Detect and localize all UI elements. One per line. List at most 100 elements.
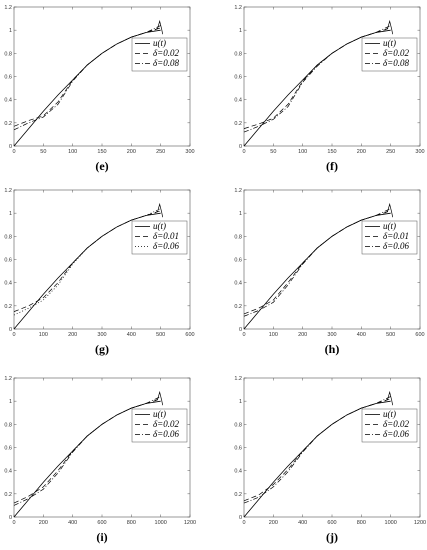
y-tick-label: 0.6 bbox=[234, 258, 242, 264]
x-tick-label: 800 bbox=[127, 520, 136, 526]
y-tick-label: 0 bbox=[9, 327, 12, 333]
endpoint-spike bbox=[384, 390, 394, 406]
chart-panel-1: 0 50 100 150 200 250 30000.20.40.60.811.2u(t)δ… bbox=[234, 5, 424, 173]
y-tick-label: 0 bbox=[239, 515, 242, 521]
y-tick-label: 1.2 bbox=[234, 5, 242, 11]
y-tick-label: 0 bbox=[239, 327, 242, 333]
x-tick-label: 600 bbox=[185, 332, 194, 338]
y-tick-label: 0.4 bbox=[4, 469, 12, 475]
y-tick-label: 1.2 bbox=[4, 188, 12, 194]
x-tick-label: 1000 bbox=[385, 520, 397, 526]
y-tick-label: 0.2 bbox=[234, 492, 242, 498]
legend: u(t)δ=0.02δ=0.08 bbox=[361, 37, 418, 72]
legend-entry-0: u(t) bbox=[383, 221, 396, 231]
y-tick-label: 1 bbox=[9, 211, 12, 217]
legend-entry-1: δ=0.01 bbox=[383, 231, 409, 241]
y-tick-label: 0.8 bbox=[4, 422, 12, 428]
series-line-2 bbox=[243, 208, 391, 317]
panel-label: (i) bbox=[96, 530, 107, 544]
x-tick-label: 250 bbox=[386, 149, 395, 155]
x-tick-label: 50 bbox=[270, 149, 276, 155]
series-line-2 bbox=[13, 25, 161, 131]
chart-panel-4: 0 200 400 600 800 1000 1200 0 0.2 0.4 0.6 0.8 1 1.2 u(… bbox=[4, 376, 196, 544]
legend-entry-2: δ=0.08 bbox=[383, 58, 410, 68]
x-tick-label: 500 bbox=[156, 332, 165, 338]
legend-box bbox=[131, 220, 188, 255]
legend: u(t)δ=0.01δ=0.06 bbox=[361, 220, 418, 255]
endpoint-spike bbox=[154, 390, 164, 406]
legend-entry-0: u(t) bbox=[153, 221, 166, 231]
x-tick-label: 300 bbox=[97, 332, 106, 338]
x-tick-label: 200 bbox=[269, 520, 278, 526]
x-tick-label: 0 bbox=[12, 520, 15, 526]
legend: u(t)δ=0.02δ=0.08 bbox=[131, 37, 188, 72]
plot-area bbox=[243, 377, 421, 518]
legend-entry-0: u(t) bbox=[383, 38, 396, 48]
series-line-2 bbox=[13, 396, 161, 506]
x-tick-label: 400 bbox=[68, 520, 77, 526]
y-tick-label: 0.4 bbox=[234, 98, 242, 104]
y-tick-label: 0.8 bbox=[234, 422, 242, 428]
legend-entry-2: δ=0.06 bbox=[153, 241, 180, 251]
y-tick-label: 0 bbox=[239, 144, 242, 150]
legend-entry-1: δ=0.02 bbox=[153, 48, 180, 58]
y-tick-label: 0.2 bbox=[234, 304, 242, 310]
x-tick-label: 300 bbox=[415, 149, 424, 155]
x-tick-label: 100 bbox=[298, 149, 307, 155]
legend-entry-1: δ=0.02 bbox=[383, 419, 410, 429]
x-tick-label: 100 bbox=[269, 332, 278, 338]
panel-label: (j) bbox=[326, 530, 338, 544]
y-tick-label: 1 bbox=[9, 399, 12, 405]
legend-entry-2: δ=0.06 bbox=[383, 429, 410, 439]
y-tick-label: 0 bbox=[9, 144, 12, 150]
panel-label: (f) bbox=[326, 159, 338, 173]
y-tick-label: 0.8 bbox=[4, 234, 12, 240]
y-tick-label: 1 bbox=[9, 28, 12, 34]
plot-area bbox=[243, 6, 421, 147]
legend-entry-1: δ=0.02 bbox=[383, 48, 410, 58]
y-tick-label: 0.8 bbox=[234, 51, 242, 57]
endpoint-spike bbox=[154, 19, 164, 35]
y-tick-label: 0.2 bbox=[4, 492, 12, 498]
legend: u(t)δ=0.01δ=0.06 bbox=[131, 220, 188, 255]
x-tick-label: 0 bbox=[242, 149, 245, 155]
plot-area bbox=[13, 189, 191, 330]
y-tick-label: 0.4 bbox=[234, 281, 242, 287]
y-tick-label: 0.6 bbox=[234, 446, 242, 452]
x-tick-label: 0 bbox=[242, 332, 245, 338]
y-tick-label: 1 bbox=[239, 399, 242, 405]
plot-area bbox=[13, 377, 191, 518]
y-tick-label: 1.2 bbox=[4, 5, 12, 11]
x-tick-label: 600 bbox=[327, 520, 336, 526]
endpoint-spike bbox=[154, 202, 164, 218]
y-tick-label: 1.2 bbox=[234, 188, 242, 194]
y-tick-label: 0.6 bbox=[4, 258, 12, 264]
x-tick-label: 200 bbox=[127, 149, 136, 155]
endpoint-spike bbox=[384, 19, 394, 35]
x-tick-label: 400 bbox=[298, 520, 307, 526]
x-tick-label: 300 bbox=[327, 332, 336, 338]
y-tick-label: 0.2 bbox=[4, 121, 12, 127]
y-tick-label: 0.6 bbox=[4, 75, 12, 81]
legend: u(t)δ=0.02δ=0.06 bbox=[361, 408, 418, 443]
series-line-2 bbox=[243, 396, 391, 504]
y-tick-label: 0.2 bbox=[4, 304, 12, 310]
x-tick-label: 0 bbox=[242, 520, 245, 526]
chart-panel-2: 0 100 200 300 400 500 600 0 0.2 0.4 0.6 0.8 1 1.2 u(t)… bbox=[4, 188, 194, 356]
panel-label: (e) bbox=[95, 159, 108, 173]
x-tick-label: 200 bbox=[298, 332, 307, 338]
legend-entry-2: δ=0.06 bbox=[153, 429, 180, 439]
y-tick-label: 1.2 bbox=[4, 376, 12, 382]
x-tick-label: 100 bbox=[68, 149, 77, 155]
y-tick-label: 0 bbox=[9, 515, 12, 521]
legend-entry-0: u(t) bbox=[383, 409, 396, 419]
x-tick-label: 1200 bbox=[184, 520, 196, 526]
legend-entry-1: δ=0.01 bbox=[153, 231, 179, 241]
x-tick-label: 400 bbox=[127, 332, 136, 338]
x-tick-label: 800 bbox=[357, 520, 366, 526]
x-tick-label: 200 bbox=[68, 332, 77, 338]
panel-label: (h) bbox=[325, 342, 340, 356]
legend-entry-2: δ=0.06 bbox=[383, 241, 410, 251]
x-tick-label: 100 bbox=[39, 332, 48, 338]
y-tick-label: 1.2 bbox=[234, 376, 242, 382]
